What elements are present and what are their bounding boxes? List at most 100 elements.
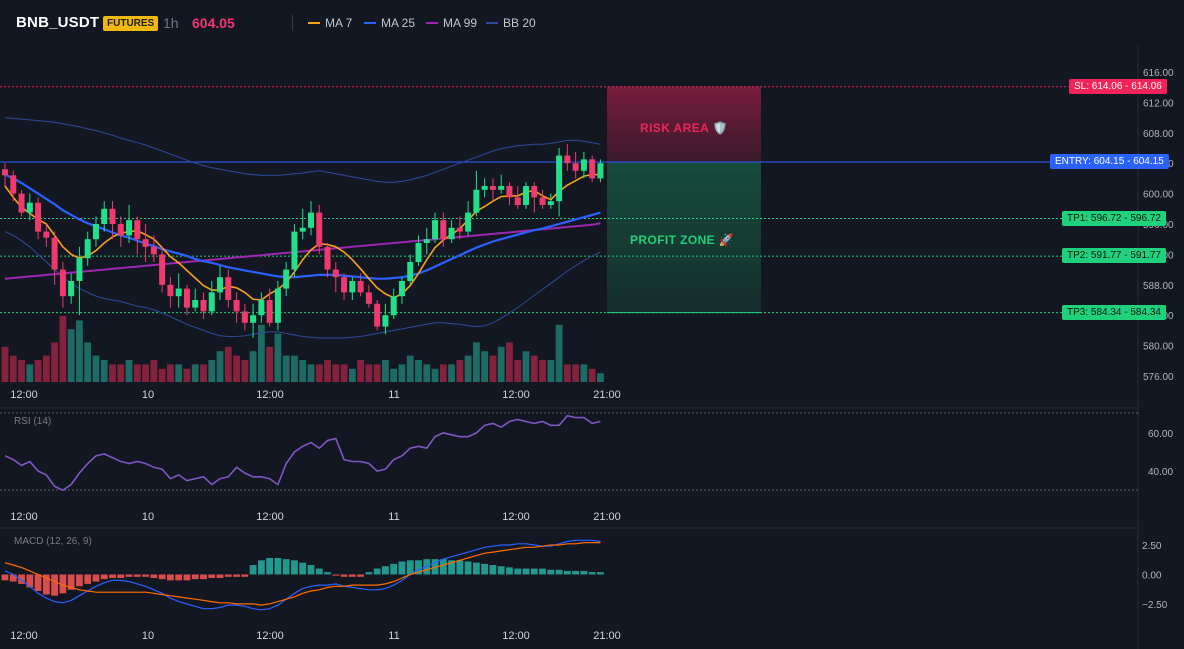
- volume-bar: [456, 360, 464, 382]
- candle-body: [167, 284, 174, 297]
- price-tick-label: 612.00: [1143, 98, 1174, 109]
- time-tick-label: 11: [388, 389, 399, 401]
- volume-bar: [100, 360, 108, 382]
- candle-body: [117, 224, 124, 236]
- sl-level-tag[interactable]: SL: 614.06 - 614.06: [1069, 78, 1167, 94]
- macd-histogram-bar: [142, 574, 149, 577]
- candle-body: [76, 258, 83, 281]
- candle-body: [51, 237, 58, 270]
- candle-body: [10, 175, 17, 194]
- timeframe-label[interactable]: 1h: [163, 15, 179, 31]
- macd-histogram-bar: [67, 574, 75, 590]
- volume-bar: [76, 320, 83, 382]
- candle-body: [241, 311, 248, 323]
- volume-bar: [340, 364, 348, 382]
- volume-bar: [257, 324, 265, 382]
- candle-body: [580, 159, 587, 171]
- macd-histogram-bar: [257, 560, 265, 575]
- macd-histogram-bar: [340, 574, 348, 577]
- candle-body: [523, 186, 530, 205]
- candle-body: [159, 254, 166, 285]
- candle-body: [43, 231, 50, 238]
- macd-histogram-bar: [109, 574, 116, 578]
- rsi-tick-label: 60.00: [1148, 429, 1173, 440]
- candle-body: [506, 186, 513, 198]
- candle-body: [481, 186, 488, 190]
- macd-histogram-bar: [307, 565, 315, 575]
- time-tick-label: 10: [142, 630, 154, 642]
- candle-body: [539, 197, 546, 205]
- candle-body: [589, 159, 596, 179]
- tp2-level-tag[interactable]: TP2: 591.77 - 591.77: [1062, 248, 1166, 264]
- volume-bar: [34, 360, 42, 382]
- macd-histogram-bar: [1, 574, 9, 581]
- time-tick-label: 12:00: [502, 389, 530, 401]
- ma7-line: [4, 173, 601, 301]
- macd-histogram-bar: [398, 561, 406, 575]
- macd-histogram-bar: [439, 559, 447, 575]
- symbol-name[interactable]: BNB_USDT: [16, 14, 100, 31]
- candle-body: [572, 163, 579, 171]
- macd-histogram-bar: [415, 560, 422, 575]
- legend-ma99-label: MA 99: [443, 16, 478, 30]
- legend-ma25[interactable]: MA 25: [364, 16, 415, 30]
- volume-bar: [109, 364, 116, 382]
- tp1-level-tag[interactable]: TP1: 596.72 - 596.72: [1062, 210, 1166, 226]
- volume-bar: [208, 360, 216, 382]
- macd-histogram-bar: [563, 570, 571, 575]
- volume-bar: [423, 364, 431, 382]
- macd-histogram-bar: [315, 568, 323, 575]
- candle-body: [200, 300, 207, 312]
- time-tick-label: 12:00: [10, 630, 38, 642]
- macd-histogram-bar: [357, 574, 365, 577]
- candle-body: [407, 262, 414, 281]
- candle-body: [250, 315, 257, 323]
- candle-body: [564, 155, 571, 164]
- ma99-line: [4, 222, 601, 280]
- candle-body: [456, 227, 463, 232]
- volume-bar: [233, 355, 240, 382]
- volume-bar: [299, 360, 307, 382]
- candle-body: [307, 212, 314, 228]
- macd-histogram-bar: [167, 574, 174, 581]
- macd-histogram-bar: [51, 574, 59, 596]
- macd-line: [4, 539, 601, 611]
- last-price: 604.05: [192, 15, 235, 31]
- rsi-tick-label: 40.00: [1148, 467, 1173, 478]
- price-tick-label: 576.00: [1143, 372, 1174, 383]
- candle-body: [432, 220, 439, 240]
- volume-bar: [125, 360, 133, 382]
- candle-body: [59, 269, 66, 297]
- macd-histogram-bar: [348, 574, 356, 577]
- entry-level-tag[interactable]: ENTRY: 604.15 - 604.15: [1050, 154, 1169, 170]
- volume-bar: [59, 316, 67, 382]
- volume-bar: [431, 368, 439, 382]
- macd-tick-label: 2.50: [1142, 541, 1162, 552]
- candle-body: [440, 220, 447, 240]
- candle-body: [547, 201, 554, 205]
- legend-swatch: [364, 22, 376, 24]
- macd-histogram-bar: [158, 574, 166, 580]
- candle-body: [283, 269, 290, 289]
- candle-body: [101, 208, 108, 224]
- candle-body: [26, 202, 33, 213]
- candle-body: [266, 300, 273, 323]
- candle-body: [274, 288, 281, 323]
- candle-body: [126, 220, 133, 236]
- macd-histogram-bar: [580, 570, 588, 575]
- macd-histogram-bar: [9, 574, 17, 582]
- volume-bar: [539, 360, 546, 382]
- legend-ma99[interactable]: MA 99: [426, 16, 477, 30]
- candle-body: [299, 227, 306, 232]
- risk-area-zone: [607, 86, 761, 163]
- macd-histogram-bar: [42, 574, 50, 595]
- legend-ma7[interactable]: MA 7: [308, 16, 352, 30]
- profit-zone-label: PROFIT ZONE 🚀: [630, 233, 735, 247]
- macd-tick-label: 0.00: [1142, 570, 1162, 581]
- volume-bar: [315, 364, 323, 382]
- volume-bar: [175, 364, 183, 382]
- legend-bb20[interactable]: BB 20: [486, 16, 536, 30]
- tp3-level-tag[interactable]: TP3: 584.34 - 584.34: [1062, 304, 1166, 320]
- candle-body: [225, 277, 232, 300]
